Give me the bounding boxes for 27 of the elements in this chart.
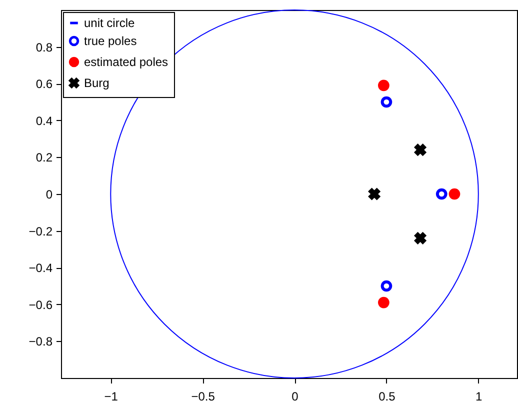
y-tick-label: 0.8 [36,40,53,54]
y-tick-label: −0.6 [28,298,53,312]
y-tick-label: 0.6 [36,77,53,92]
x-tick-label: 0 [292,390,299,402]
y-tick-label: 0 [46,188,53,202]
y-tick-label: −0.8 [28,334,53,349]
legend-label: true poles [84,34,137,48]
point [368,188,380,200]
x-tick-label: −0.5 [191,390,216,402]
point [414,144,426,156]
point [436,188,448,200]
legend-label: unit circle [84,16,136,30]
x-tick-label: −1 [104,390,118,402]
y-tick-label: 0.2 [36,150,53,165]
x-tick-label: 0.5 [378,390,396,402]
legend-label: Burg [84,76,110,90]
x-tick-label: 1 [476,390,483,402]
point [380,280,392,292]
y-tick-label: 0.4 [36,114,53,128]
point [380,96,392,108]
point [448,188,460,200]
point [378,296,390,308]
point [378,80,390,92]
y-tick-label: −0.4 [28,261,53,276]
y-tick-label: −0.2 [28,224,53,238]
legend-label: estimated poles [84,55,168,69]
point [414,232,426,244]
